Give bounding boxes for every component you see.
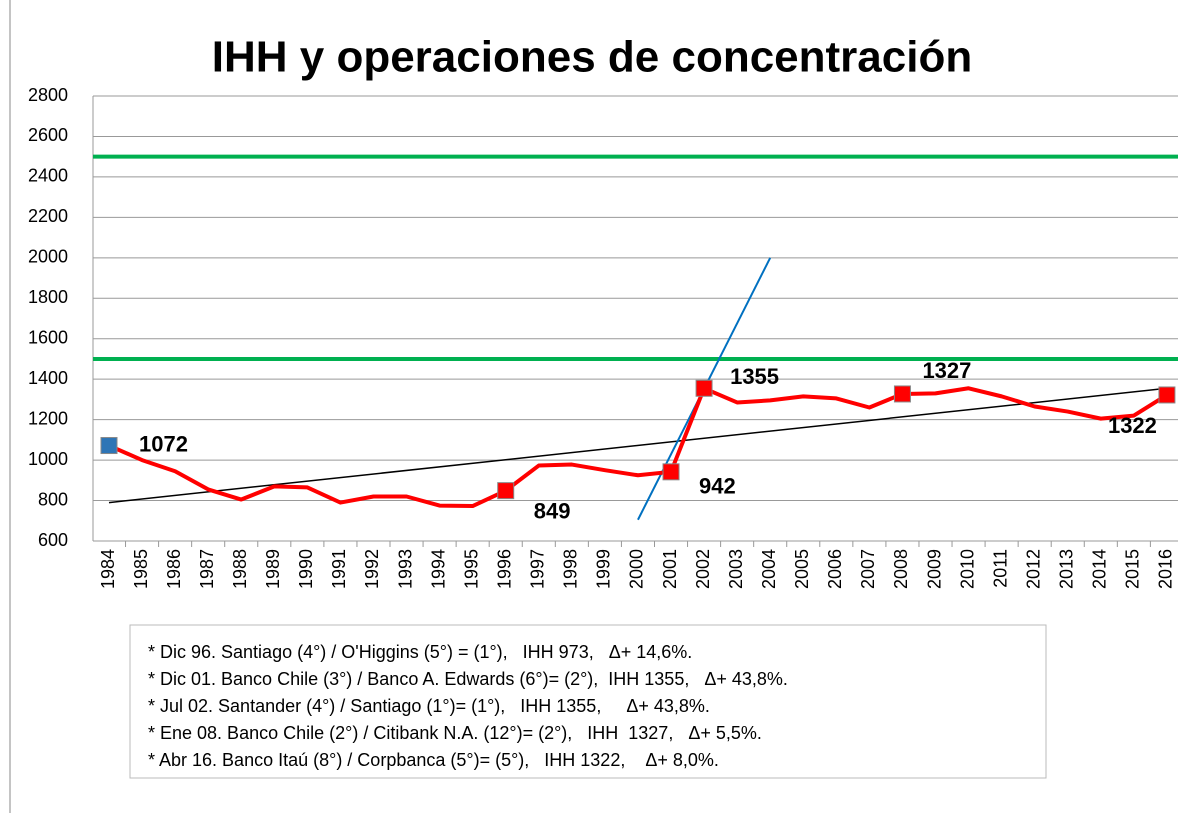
x-tick-label: 1993 (395, 549, 415, 589)
x-tick-label: 2000 (627, 549, 647, 589)
x-tick-label: 2008 (891, 549, 911, 589)
note: * Dic 01. Banco Chile (3°) / Banco A. Ed… (148, 669, 788, 689)
x-tick-label: 1999 (594, 549, 614, 589)
note: * Ene 08. Banco Chile (2°) / Citibank N.… (148, 723, 762, 743)
x-tick-label: 2012 (1023, 549, 1043, 589)
y-tick-label: 1200 (28, 408, 68, 428)
highlight-marker (695, 379, 713, 397)
x-tick-label: 2004 (759, 549, 779, 589)
x-tick-label: 2006 (825, 549, 845, 589)
y-tick-label: 1000 (28, 449, 68, 469)
y-tick-label: 2600 (28, 125, 68, 145)
x-tick-label: 2013 (1056, 549, 1076, 589)
x-tick-label: 2011 (990, 549, 1010, 588)
x-tick-label: 2002 (693, 549, 713, 589)
notes-box (129, 624, 1047, 779)
y-tick-label: 800 (38, 489, 68, 509)
x-tick-label: 2001 (660, 549, 680, 589)
y-tick-label: 2200 (28, 206, 68, 226)
x-tick-label: 2003 (726, 549, 746, 589)
x-tick-label: 1986 (164, 549, 184, 589)
x-tick-label: 2015 (1123, 549, 1143, 589)
highlight-marker (497, 482, 515, 500)
y-tick-label: 1400 (28, 368, 68, 388)
x-tick-label: 1995 (461, 549, 481, 589)
y-tick-label: 2000 (28, 247, 68, 267)
x-tick-label: 2007 (858, 549, 878, 589)
x-tick-label: 1985 (131, 549, 151, 589)
x-tick-label: 1994 (428, 549, 448, 589)
x-tick-label: 1998 (561, 549, 581, 589)
x-tick-label: 1987 (197, 549, 217, 589)
note: * Jul 02. Santander (4°) / Santiago (1°)… (148, 696, 710, 716)
y-tick-label: 1600 (28, 327, 68, 347)
highlight-marker (100, 437, 118, 455)
y-tick-label: 1800 (28, 287, 68, 307)
data-label: 1072 (139, 431, 188, 456)
highlight-marker (662, 463, 680, 481)
highlight-marker (893, 385, 911, 403)
data-label: 849 (534, 498, 571, 523)
x-tick-label: 1989 (263, 549, 283, 589)
x-tick-label: 1988 (230, 549, 250, 589)
x-tick-label: 1990 (296, 549, 316, 589)
x-tick-label: 1996 (494, 549, 514, 589)
x-tick-label: 1984 (98, 549, 118, 589)
x-tick-label: 1991 (329, 549, 349, 589)
y-tick-label: 2400 (28, 166, 68, 186)
x-tick-label: 2010 (957, 549, 977, 589)
x-tick-label: 2014 (1090, 549, 1110, 589)
data-line (108, 386, 1168, 509)
data-label: 1327 (922, 358, 971, 383)
chart-title: IHH y operaciones de concentración (212, 33, 972, 82)
reference-line (108, 387, 1168, 504)
x-tick-label: 1992 (362, 549, 382, 589)
note: * Dic 96. Santiago (4°) / O'Higgins (5°)… (148, 642, 692, 662)
data-label: 942 (699, 474, 736, 499)
highlight-marker (1158, 386, 1176, 404)
x-tick-label: 1997 (528, 549, 548, 589)
y-tick-label: 2800 (28, 85, 68, 105)
x-tick-label: 2009 (924, 549, 944, 589)
y-tick-label: 600 (38, 530, 68, 550)
data-label: 1355 (730, 364, 779, 389)
note: * Abr 16. Banco Itaú (8°) / Corpbanca (5… (148, 750, 719, 770)
x-tick-label: 2016 (1156, 549, 1176, 589)
data-label: 1322 (1108, 413, 1157, 438)
x-tick-label: 2005 (792, 549, 812, 589)
